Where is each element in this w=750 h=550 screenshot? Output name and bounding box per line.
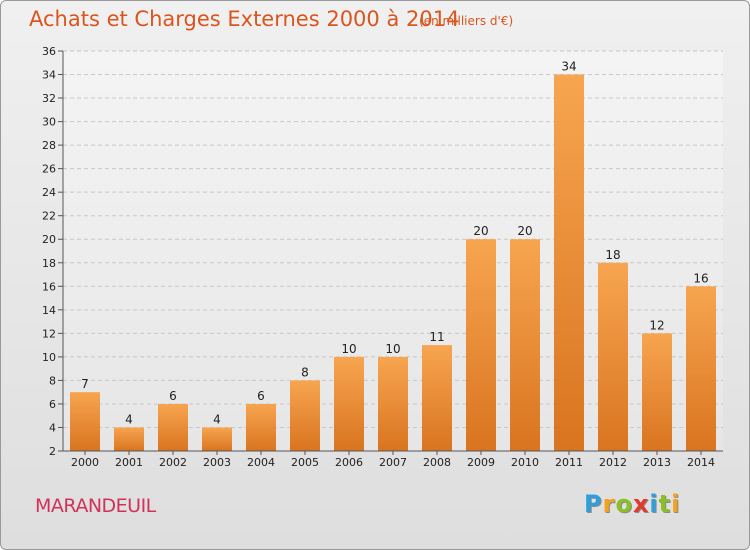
logo-letter: P [584, 490, 603, 518]
bar-value-label: 10 [385, 342, 400, 356]
logo-letter: i [671, 490, 681, 518]
y-tick-label: 4 [49, 421, 56, 434]
y-tick-label: 34 [42, 69, 56, 82]
y-tick-label: 24 [42, 186, 56, 199]
logo-letter: o [615, 490, 633, 518]
y-tick-label: 22 [42, 210, 56, 223]
bar-value-label: 4 [125, 412, 133, 426]
proxiti-logo: Proxiti [584, 490, 680, 518]
bar [510, 239, 540, 451]
y-tick-label: 18 [42, 257, 56, 270]
bar [686, 286, 716, 451]
logo-letter: i [649, 490, 659, 518]
x-tick-label: 2002 [159, 456, 187, 469]
y-tick-label: 2 [49, 445, 56, 458]
bar [114, 427, 144, 451]
x-tick-label: 2014 [687, 456, 715, 469]
y-tick-label: 8 [49, 374, 56, 387]
x-tick-label: 2009 [467, 456, 495, 469]
bar [422, 345, 452, 451]
bar [378, 356, 408, 451]
bar [598, 262, 628, 451]
bar [554, 74, 584, 451]
y-tick-label: 6 [49, 398, 56, 411]
bar-value-label: 20 [517, 224, 532, 238]
chart-subtitle: (en milliers d'€) [419, 14, 514, 28]
location-name: MARANDEUIL [35, 495, 156, 517]
y-tick-label: 30 [42, 116, 56, 129]
y-tick-label: 28 [42, 139, 56, 152]
y-tick-label: 36 [42, 45, 56, 58]
x-tick-label: 2012 [599, 456, 627, 469]
logo-letter: r [602, 490, 616, 518]
y-tick-label: 10 [42, 351, 56, 364]
y-tick-label: 26 [42, 163, 56, 176]
x-tick-label: 2003 [203, 456, 231, 469]
bar [70, 392, 100, 451]
bar-value-label: 20 [473, 224, 488, 238]
x-tick-label: 2013 [643, 456, 671, 469]
bar-value-label: 16 [693, 271, 708, 285]
bar [466, 239, 496, 451]
x-tick-label: 2005 [291, 456, 319, 469]
bar-value-label: 4 [213, 412, 221, 426]
bar [246, 403, 276, 451]
bar-value-label: 7 [81, 377, 89, 391]
x-tick-label: 2004 [247, 456, 275, 469]
y-tick-label: 12 [42, 327, 56, 340]
chart-title: Achats et Charges Externes 2000 à 2014 [29, 7, 460, 31]
x-tick-label: 2010 [511, 456, 539, 469]
bar-value-label: 6 [169, 389, 177, 403]
x-tick-label: 2006 [335, 456, 363, 469]
bar-value-label: 11 [429, 330, 444, 344]
bar [290, 380, 320, 451]
bar [642, 333, 672, 451]
y-tick-label: 32 [42, 92, 56, 105]
y-tick-label: 16 [42, 280, 56, 293]
logo-letter: t [658, 490, 672, 518]
x-tick-label: 2008 [423, 456, 451, 469]
bar [158, 403, 188, 451]
bar-value-label: 10 [341, 342, 356, 356]
x-tick-label: 2001 [115, 456, 143, 469]
logo-letter: x [632, 490, 650, 518]
bar-value-label: 12 [649, 318, 664, 332]
x-tick-label: 2000 [71, 456, 99, 469]
bar-value-label: 34 [561, 60, 576, 74]
bar-value-label: 8 [301, 365, 309, 379]
bar-value-label: 6 [257, 389, 265, 403]
x-tick-label: 2007 [379, 456, 407, 469]
bar-value-label: 18 [605, 248, 620, 262]
x-tick-label: 2011 [555, 456, 583, 469]
y-tick-label: 20 [42, 233, 56, 246]
y-tick-label: 14 [42, 304, 56, 317]
bar [202, 427, 232, 451]
bar [334, 356, 364, 451]
